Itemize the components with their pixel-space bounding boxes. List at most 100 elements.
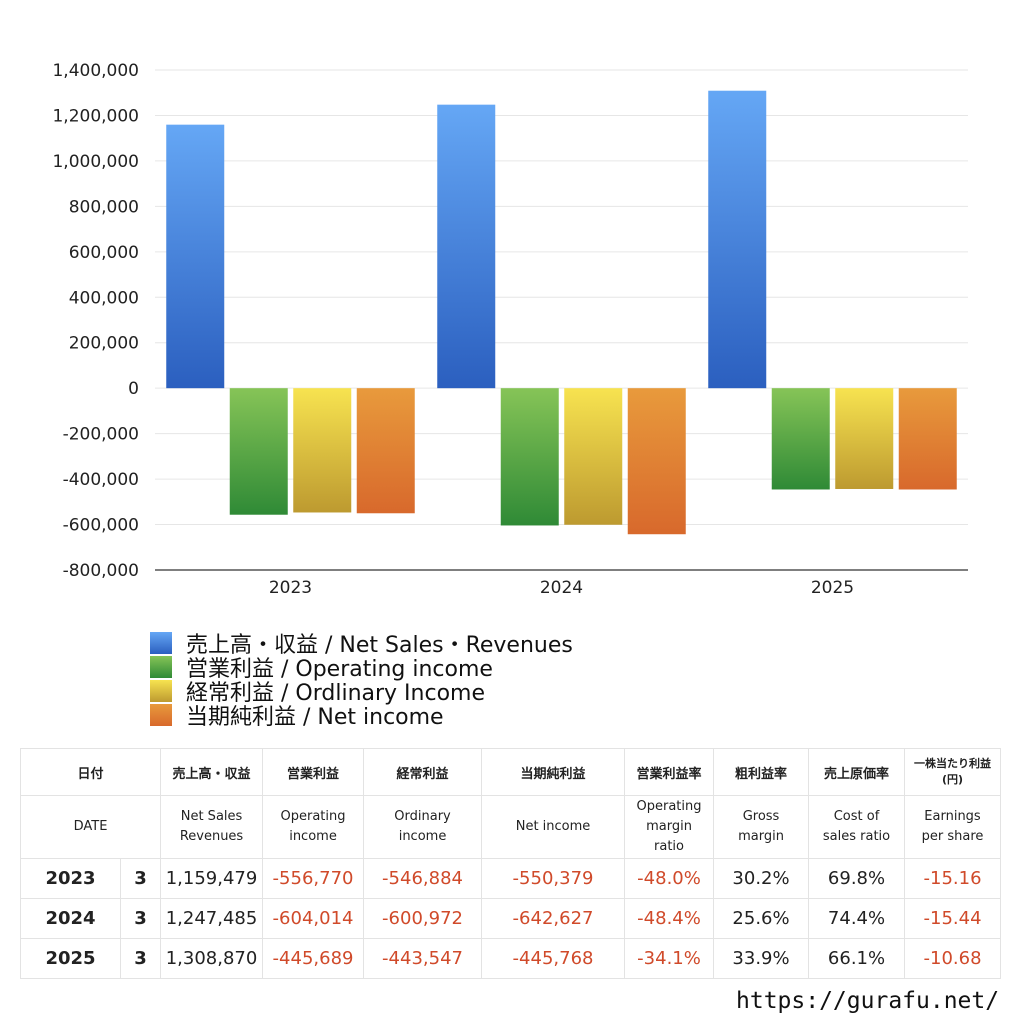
legend-label: 当期純利益 / Net income [186, 705, 444, 730]
header-net-en: Net income [481, 795, 626, 859]
site-url[interactable]: https://gurafu.net/ [736, 988, 1000, 1014]
y-tick-label: 1,000,000 [52, 152, 139, 172]
row-operating: -445,689 [262, 938, 365, 979]
table-row: 2025 3 1,308,870 -445,689 -443,547 -445,… [20, 938, 1002, 979]
header-gross-margin-jp: 粗利益率 [713, 748, 810, 796]
row-ordinary: -546,884 [363, 858, 483, 899]
header-cost-ratio-en: Cost of sales ratio [808, 795, 906, 859]
header-operating-en: Operating income [262, 795, 365, 859]
legend-swatch [150, 656, 172, 678]
y-tick-label: 600,000 [69, 243, 139, 263]
row-net: -642,627 [481, 898, 626, 939]
row-gross-margin: 25.6% [713, 898, 810, 939]
legend-swatch [150, 704, 172, 726]
bar-2024-series-0 [437, 104, 496, 389]
row-operating: -556,770 [262, 858, 365, 899]
header-eps-en: Earnings per share [904, 795, 1002, 859]
header-op-margin-en: Operating margin ratio [624, 795, 715, 859]
legend-label: 営業利益 / Operating income [186, 657, 493, 682]
header-net-jp: 当期純利益 [481, 748, 626, 796]
row-gross-margin: 33.9% [713, 938, 810, 979]
header-sales-en: Net Sales Revenues [160, 795, 264, 859]
row-year: 2023 [20, 858, 121, 899]
y-tick-label: -200,000 [63, 425, 139, 445]
financial-table: 日付 売上高・収益 営業利益 経常利益 当期純利益 営業利益率 粗利益率 売上原… [19, 748, 1002, 979]
header-op-margin-jp: 営業利益率 [624, 748, 715, 796]
legend-item: 売上高・収益 / Net Sales・Revenues [150, 631, 573, 658]
bar-2023-series-2 [293, 388, 352, 513]
bar-chart: 1,400,000 1,200,000 1,000,000 800,000 600,00… [52, 61, 968, 598]
x-tick-label: 2023 [269, 578, 312, 598]
row-gross-margin: 30.2% [713, 858, 810, 899]
row-net: -445,768 [481, 938, 626, 979]
y-tick-label: 1,400,000 [52, 61, 139, 81]
header-gross-margin-en: Gross margin [713, 795, 810, 859]
y-tick-label: 400,000 [69, 288, 139, 308]
legend-item: 当期純利益 / Net income [150, 703, 573, 730]
legend-swatch [150, 680, 172, 702]
y-axis-ticks: 1,400,000 1,200,000 1,000,000 800,000 600,00… [52, 61, 139, 581]
legend-label: 売上高・収益 / Net Sales・Revenues [186, 633, 573, 658]
header-date-en: DATE [19, 795, 162, 859]
row-eps: -10.68 [904, 938, 1002, 979]
bar-2025-series-2 [835, 388, 894, 489]
header-eps-jp: 一株当たり利益 (円) [904, 748, 1002, 796]
legend-label: 経常利益 / Ordlinary Income [186, 681, 485, 706]
row-operating: -604,014 [262, 898, 365, 939]
header-ordinary-en: Ordinary income [363, 795, 483, 859]
table-row: 2023 3 1,159,479 -556,770 -546,884 -550,… [20, 858, 1002, 899]
bars [166, 90, 957, 535]
bar-2023-series-1 [229, 388, 288, 515]
bar-2024-series-3 [627, 388, 686, 535]
x-tick-label: 2025 [811, 578, 854, 598]
row-sales: 1,247,485 [160, 898, 264, 939]
bar-2023-series-3 [356, 388, 415, 514]
x-axis-labels: 2023 2024 2025 [269, 578, 854, 598]
y-tick-label: 200,000 [69, 334, 139, 354]
row-sales: 1,159,479 [160, 858, 264, 899]
row-ordinary: -443,547 [363, 938, 483, 979]
y-tick-label: -800,000 [63, 561, 139, 581]
bar-2023-series-0 [166, 124, 225, 389]
header-cost-ratio-jp: 売上原価率 [808, 748, 906, 796]
row-sales: 1,308,870 [160, 938, 264, 979]
row-op-margin: -34.1% [624, 938, 715, 979]
row-cost-ratio: 66.1% [808, 938, 906, 979]
header-operating-jp: 営業利益 [262, 748, 365, 796]
bar-2025-series-1 [771, 388, 830, 490]
bar-2024-series-2 [564, 388, 623, 525]
table-row: 2024 3 1,247,485 -604,014 -600,972 -642,… [20, 898, 1002, 939]
row-month: 3 [119, 898, 162, 939]
grid-lines [155, 69, 968, 571]
x-tick-label: 2024 [540, 578, 583, 598]
table-header-jp: 日付 売上高・収益 営業利益 経常利益 当期純利益 営業利益率 粗利益率 売上原… [19, 748, 1002, 796]
row-year: 2024 [20, 898, 121, 939]
bar-2025-series-0 [708, 90, 767, 389]
bar-2025-series-3 [898, 388, 957, 490]
row-op-margin: -48.4% [624, 898, 715, 939]
table-header-en: DATE Net Sales Revenues Operating income… [19, 795, 1002, 859]
row-year: 2025 [20, 938, 121, 979]
row-month: 3 [119, 938, 162, 979]
row-op-margin: -48.0% [624, 858, 715, 899]
row-net: -550,379 [481, 858, 626, 899]
legend-item: 営業利益 / Operating income [150, 655, 573, 682]
y-tick-label: 0 [128, 379, 139, 399]
header-ordinary-jp: 経常利益 [363, 748, 483, 796]
row-ordinary: -600,972 [363, 898, 483, 939]
row-cost-ratio: 74.4% [808, 898, 906, 939]
header-date-jp: 日付 [19, 748, 162, 796]
y-tick-label: 800,000 [69, 197, 139, 217]
header-sales-jp: 売上高・収益 [160, 748, 264, 796]
y-tick-label: -400,000 [63, 470, 139, 490]
legend-swatch [150, 632, 172, 654]
row-cost-ratio: 69.8% [808, 858, 906, 899]
bar-2024-series-1 [500, 388, 559, 526]
row-eps: -15.16 [904, 858, 1002, 899]
y-tick-label: -600,000 [63, 516, 139, 536]
row-month: 3 [119, 858, 162, 899]
chart-legend: 売上高・収益 / Net Sales・Revenues 営業利益 / Operat… [150, 631, 573, 730]
y-tick-label: 1,200,000 [52, 106, 139, 126]
row-eps: -15.44 [904, 898, 1002, 939]
legend-item: 経常利益 / Ordlinary Income [150, 679, 573, 706]
